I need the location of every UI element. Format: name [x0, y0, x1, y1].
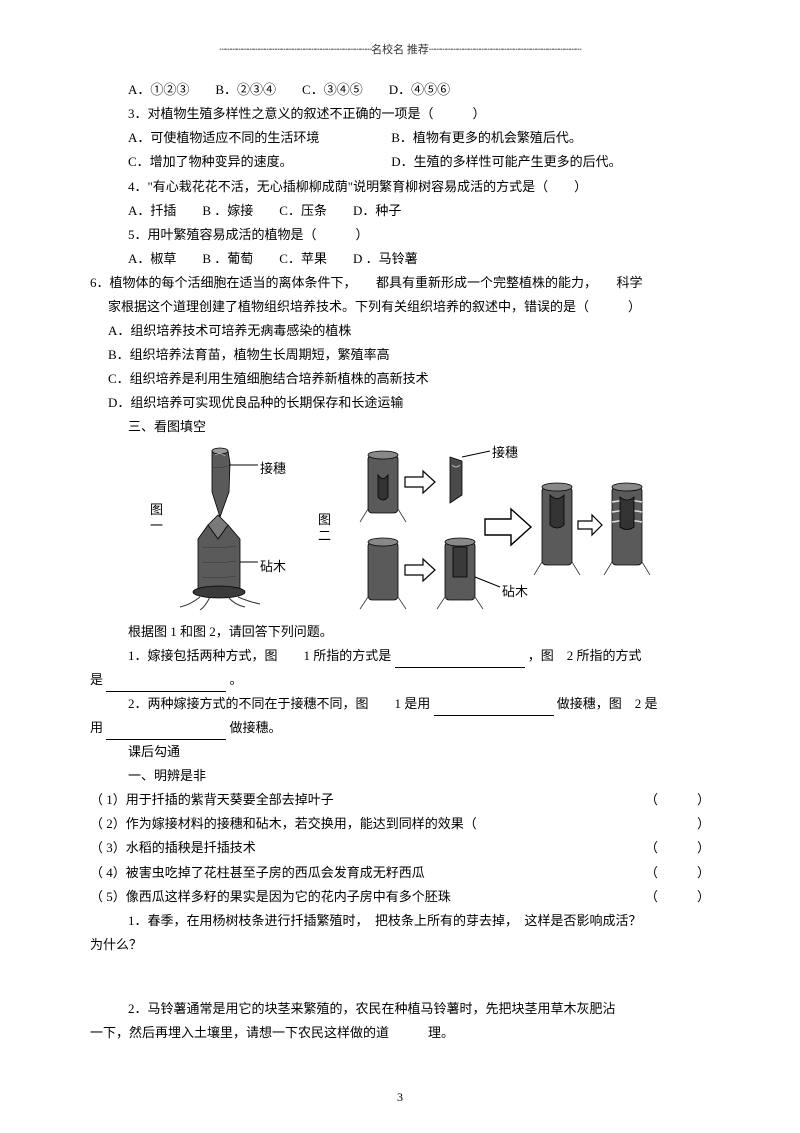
figq2c: 用 做接穗。: [90, 716, 710, 740]
tf3-text: （ 3）水稻的插秧是扦插技术: [90, 836, 630, 860]
q6B: B．组织培养法育苗，植物生长周期短，繁殖率高: [90, 343, 710, 367]
q3a: A．可使植物适应不同的生活环境: [128, 126, 388, 150]
tf2: （ 2）作为嫁接材料的接穗和砧木，若交换用，能达到同样的效果（ ）: [90, 812, 710, 836]
blank-4[interactable]: [106, 725, 226, 740]
figq2: 2．两种嫁接方式的不同在于接穗不同，图 1 是用 做接穗，图 2 是: [90, 692, 710, 716]
figq1c: 是 。: [90, 668, 710, 692]
header-title: 名校名 推荐: [371, 44, 429, 56]
fig1-label: 图一: [150, 502, 163, 533]
q5o: A．椒草 B ．葡萄 C．苹果 D ．马铃薯: [90, 247, 710, 271]
q6A: A．组织培养技术可培养无病毒感染的植株: [90, 319, 710, 343]
tf1-text: （ 1）用于扦插的紫背天葵要全部去掉叶子: [90, 788, 630, 812]
figure-1: 图一 接穗 砧木: [150, 447, 300, 612]
after-sub: 一、明辨是非: [90, 764, 710, 788]
blank-1[interactable]: [395, 653, 525, 668]
tf4-text: （ 4）被害虫吃掉了花柱甚至子房的西瓜会发育成无籽西瓜: [90, 861, 630, 885]
tf3: （ 3）水稻的插秧是扦插技术（ ）: [90, 836, 710, 860]
fig1-jiesui: 接穗: [260, 457, 286, 481]
tf4-paren: （ ）: [630, 861, 710, 885]
after-sec: 课后勾通: [90, 740, 710, 764]
tf2-text: （ 2）作为嫁接材料的接穗和砧木，若交换用，能达到同样的效果（: [90, 812, 630, 836]
figq2c-t: 用: [90, 720, 103, 735]
blank-2[interactable]: [106, 677, 226, 692]
q3-row-cd: C．增加了物种变异的速度。 D．生殖的多样性可能产生更多的后代。: [90, 150, 710, 174]
q5: 5．用叶繁殖容易成活的植物是（ ）: [90, 223, 710, 247]
figq1d: 。: [230, 672, 243, 687]
figq2b: 做接穗，图 2 是: [557, 696, 658, 711]
qa1: 1．春季，在用杨树枝条进行扦插繁殖时， 把枝条上所有的芽去掉， 这样是否影响成活…: [90, 909, 710, 933]
header-line: ┄┄┄┄┄┄┄┄┄┄┄┄┄┄┄┄┄┄┄┄┄┄┄┄┄┄┄名校名 推荐┄┄┄┄┄┄┄…: [90, 40, 710, 60]
fig1-zhenmu: 砧木: [260, 555, 286, 579]
q3b: B．植物有更多的机会繁殖后代。: [391, 130, 582, 145]
figq2a: 2．两种嫁接方式的不同在于接穗不同，图 1 是用: [128, 696, 430, 711]
figq1a: 1．嫁接包括两种方式，图 1 所指的方式是: [128, 648, 391, 663]
figq1: 1．嫁接包括两种方式，图 1 所指的方式是 ，图 2 所指的方式: [90, 644, 710, 668]
q3-row-ab: A．可使植物适应不同的生活环境 B．植物有更多的机会繁殖后代。: [90, 126, 710, 150]
q6D: D．组织培养可实现优良品种的长期保存和长途运输: [90, 391, 710, 415]
tf5: （ 5）像西瓜这样多籽的果实是因为它的花内子房中有多个胚珠（ ）: [90, 885, 710, 909]
tf5-paren: （ ）: [630, 885, 710, 909]
fig2-zhenmu: 砧木: [502, 580, 528, 604]
section3: 三、看图填空: [90, 415, 710, 439]
q3: 3．对植物生殖多样性之意义的叙述不正确的一项是（ ）: [90, 102, 710, 126]
qa2: 2．马铃薯通常是用它的块茎来繁殖的，农民在种植马铃薯时，先把块茎用草木灰肥沾: [90, 997, 710, 1021]
q4: 4．"有心栽花花不活，无心插柳柳成荫"说明繁育柳树容易成活的方式是（ ）: [90, 175, 710, 199]
q6a: 6．植物体的每个活细胞在适当的离体条件下， 都具有重新形成一个完整植株的能力， …: [90, 271, 710, 295]
fig2-label: 图二: [318, 512, 331, 543]
q4o: A．扦插 B ．嫁接 C．压条 D．种子: [90, 199, 710, 223]
tf1: （ 1）用于扦插的紫背天葵要全部去掉叶子（ ）: [90, 788, 710, 812]
page-number: 3: [0, 1086, 800, 1108]
figure-2: 图二 接穗 砧木: [350, 447, 670, 612]
qa1b: 为什么？: [90, 933, 710, 957]
figure-row: 图一 接穗 砧木: [150, 447, 710, 612]
figq1c-t: 是: [90, 672, 103, 687]
q6b: 家根据这个道理创建了植物组织培养技术。下列有关组织培养的叙述中，错误的是（ ）: [90, 295, 710, 319]
figq2d: 做接穗。: [230, 720, 282, 735]
tf2-paren: ）: [630, 812, 710, 836]
figq1b: ，图 2 所指的方式: [528, 648, 642, 663]
tf3-paren: （ ）: [630, 836, 710, 860]
qa2b: 一下，然后再埋入土壤里，请想一下农民这样做的道 理。: [90, 1021, 710, 1045]
blank-3[interactable]: [434, 701, 554, 716]
tf4: （ 4）被害虫吃掉了花柱甚至子房的西瓜会发育成无籽西瓜（ ）: [90, 861, 710, 885]
tf1-paren: （ ）: [630, 788, 710, 812]
q3c: C．增加了物种变异的速度。: [128, 150, 388, 174]
fig2-jiesui: 接穗: [492, 441, 518, 465]
q-before-options: A．①②③ B．②③④ C．③④⑤ D．④⑤⑥: [90, 78, 710, 102]
tf5-text: （ 5）像西瓜这样多籽的果实是因为它的花内子房中有多个胚珠: [90, 885, 630, 909]
q6C: C．组织培养是利用生殖细胞结合培养新植株的高新技术: [90, 367, 710, 391]
figq-intro: 根据图 1 和图 2，请回答下列问题。: [90, 620, 710, 644]
q3d: D．生殖的多样性可能产生更多的后代。: [391, 154, 621, 169]
